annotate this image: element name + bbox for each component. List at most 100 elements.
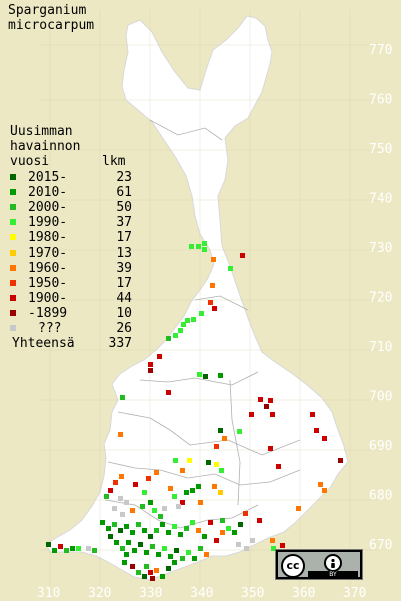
legend-count: 23 bbox=[116, 170, 132, 185]
observation-square bbox=[172, 494, 177, 499]
observation-square bbox=[196, 484, 201, 489]
observation-square bbox=[208, 300, 213, 305]
legend-swatch bbox=[10, 204, 16, 211]
observation-square bbox=[187, 458, 192, 463]
observation-square bbox=[214, 462, 219, 467]
x-axis-tick-label: 340 bbox=[190, 586, 213, 601]
legend-swatch bbox=[10, 279, 16, 286]
observation-square bbox=[208, 520, 213, 525]
y-axis-labels: 770 760 750 740 730 720 710 700 690 680 670 bbox=[369, 43, 392, 553]
observation-square bbox=[184, 526, 189, 531]
legend-row: 1960- 39 bbox=[8, 261, 132, 276]
observation-square bbox=[186, 550, 191, 555]
observation-square bbox=[118, 432, 123, 437]
observation-square bbox=[180, 468, 185, 473]
observation-square bbox=[196, 244, 201, 249]
cc-icon: cc bbox=[281, 554, 305, 578]
observation-square bbox=[150, 576, 155, 581]
observation-square bbox=[218, 490, 223, 495]
observation-square bbox=[220, 530, 225, 535]
observation-square bbox=[250, 538, 255, 543]
observation-square bbox=[218, 428, 223, 433]
observation-square bbox=[202, 247, 207, 252]
y-axis-tick-label: 670 bbox=[369, 538, 392, 553]
observation-square bbox=[120, 512, 125, 517]
observation-square bbox=[108, 488, 113, 493]
observation-square bbox=[108, 534, 113, 539]
observation-square bbox=[196, 528, 201, 533]
observation-square bbox=[140, 504, 145, 509]
y-axis-tick-label: 750 bbox=[369, 142, 392, 157]
observation-square bbox=[113, 480, 118, 485]
legend-year-label: 1970- bbox=[28, 245, 68, 261]
observation-square bbox=[162, 546, 167, 551]
observation-square bbox=[178, 328, 183, 333]
observation-square bbox=[119, 474, 124, 479]
observation-square bbox=[270, 412, 275, 417]
observation-square bbox=[228, 266, 233, 271]
legend-row: 2015- 23 bbox=[8, 170, 132, 185]
observation-square bbox=[172, 560, 177, 565]
x-axis-tick-label: 360 bbox=[292, 586, 315, 601]
y-axis-tick-label: 770 bbox=[369, 43, 392, 58]
observation-square bbox=[310, 412, 315, 417]
observation-square bbox=[58, 544, 63, 549]
observation-square bbox=[132, 548, 137, 553]
legend-year-label: ??? bbox=[38, 321, 62, 336]
legend-swatch bbox=[10, 174, 16, 180]
observation-square bbox=[166, 530, 171, 535]
observation-square bbox=[130, 508, 135, 513]
observation-square bbox=[142, 574, 147, 579]
observation-square bbox=[114, 540, 119, 545]
observation-square bbox=[148, 570, 153, 575]
observation-square bbox=[118, 528, 123, 533]
legend-year-label: 1950- bbox=[28, 275, 68, 291]
legend-swatch bbox=[10, 325, 16, 331]
y-axis-tick-label: 690 bbox=[369, 439, 392, 454]
observation-square bbox=[314, 428, 319, 433]
observation-square bbox=[191, 317, 196, 322]
observation-square bbox=[214, 444, 219, 449]
observation-square bbox=[212, 306, 217, 311]
legend-col-count: lkm bbox=[102, 154, 126, 169]
legend-count: 37 bbox=[116, 215, 132, 231]
x-axis-tick-label: 350 bbox=[241, 586, 264, 601]
legend-heading-line1: Uusimman bbox=[10, 124, 73, 139]
x-axis-tick-label: 370 bbox=[343, 586, 366, 601]
y-axis-tick-label: 760 bbox=[369, 93, 392, 108]
legend-row: 2000- 50 bbox=[8, 200, 132, 215]
badge-background: cc BY bbox=[278, 552, 360, 578]
observation-square bbox=[203, 374, 208, 379]
legend-row: 1980- 17 bbox=[8, 230, 132, 245]
legend-swatch bbox=[10, 189, 16, 196]
legend-count: 10 bbox=[116, 305, 132, 321]
observation-square bbox=[120, 395, 125, 400]
observation-square bbox=[198, 546, 203, 551]
cc-by-license-badge[interactable]: cc BY bbox=[275, 549, 363, 580]
observation-square bbox=[258, 397, 263, 402]
observation-square bbox=[190, 520, 195, 525]
observation-square bbox=[112, 522, 117, 527]
legend-year-label: -1899 bbox=[28, 305, 68, 321]
observation-square bbox=[240, 253, 245, 258]
observation-square bbox=[214, 538, 219, 543]
observation-square bbox=[168, 486, 173, 491]
x-axis-tick-label: 320 bbox=[88, 586, 111, 601]
observation-square bbox=[154, 568, 159, 573]
observation-square bbox=[192, 556, 197, 561]
observation-markers bbox=[46, 241, 343, 581]
observation-square bbox=[237, 429, 242, 434]
observation-square bbox=[154, 528, 159, 533]
observation-square bbox=[190, 488, 195, 493]
observation-square bbox=[156, 552, 161, 557]
legend-swatch bbox=[10, 294, 16, 301]
observation-square bbox=[64, 548, 69, 553]
observation-square bbox=[146, 476, 151, 481]
observation-square bbox=[136, 570, 141, 575]
observation-square bbox=[243, 511, 248, 516]
species-name-line1: Sparganium bbox=[8, 3, 87, 18]
y-axis-tick-label: 720 bbox=[369, 291, 392, 306]
observation-square bbox=[322, 488, 327, 493]
observation-square bbox=[160, 522, 165, 527]
